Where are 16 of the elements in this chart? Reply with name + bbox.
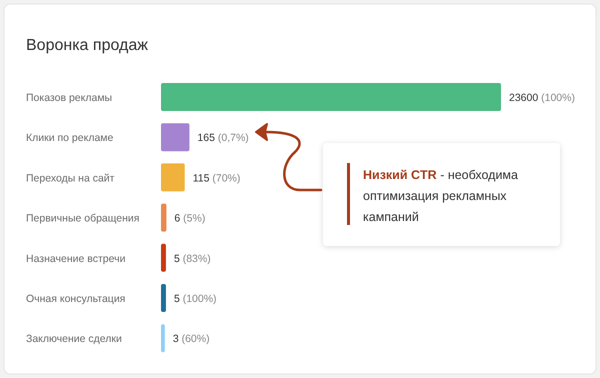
data-label: 23600 (100%) — [509, 92, 575, 104]
category-label: Переходы на сайт — [26, 172, 115, 184]
data-label: 3 (60%) — [172, 333, 210, 346]
category-label: Заключение сделки — [26, 333, 122, 346]
category-label: Клики по рекламе — [26, 132, 114, 144]
data-label: 5 (100%) — [174, 293, 217, 305]
category-label: Показов рекламы — [26, 92, 112, 104]
data-label: 5 (83%) — [174, 252, 211, 265]
data-label: 165 (0,7%) — [197, 132, 249, 144]
category-label: Очная консультация — [26, 293, 126, 305]
data-label: 6 (5%) — [174, 212, 206, 225]
data-label: 115 (70%) — [192, 172, 240, 184]
category-label: Назначение встречи — [26, 252, 126, 265]
text: Низкий CTR - необходима оптимизация рекламных кампаний — [363, 168, 518, 224]
category-label: Первичные обращения — [26, 212, 140, 225]
text: Воронка продаж — [26, 37, 148, 54]
